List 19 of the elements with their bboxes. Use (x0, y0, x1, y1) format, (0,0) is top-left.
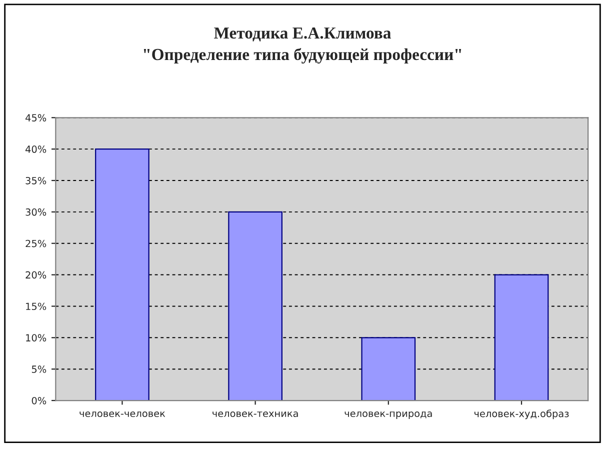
y-tick-label: 30% (26, 208, 46, 216)
x-tick-label: человек-человек (80, 411, 166, 418)
y-tick-label: 20% (26, 271, 46, 279)
y-tick-label: 45% (26, 114, 46, 122)
y-tick-label: 15% (26, 302, 46, 310)
y-tick-label: 10% (26, 334, 46, 342)
bar (361, 337, 416, 401)
y-tick-label: 35% (26, 176, 46, 184)
bar (494, 274, 549, 401)
x-tick-label: человек-техника (212, 411, 298, 418)
x-tick-label: человек-худ.образ (474, 410, 569, 420)
y-tick-label: 40% (26, 146, 46, 153)
chart-title: Методика Е.А.Климова "Определение типа будующей профессии" (144, 28, 462, 64)
bar (95, 148, 150, 401)
y-tick-label: 25% (26, 240, 46, 248)
y-tick-label: 0% (32, 396, 46, 404)
y-tick-label: 5% (32, 366, 46, 373)
x-tick-label: человек-природа (344, 411, 432, 419)
bar (228, 211, 282, 401)
